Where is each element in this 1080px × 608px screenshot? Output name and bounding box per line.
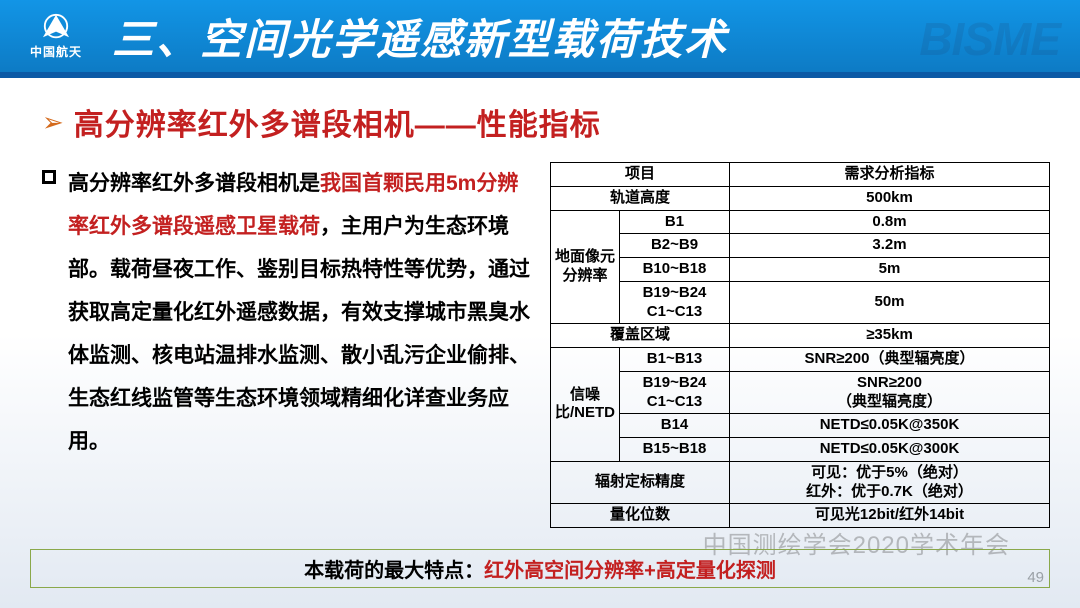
arrow-icon: ➢ [42,107,64,138]
slide-title: 三、空间光学遥感新型载荷技术 [112,6,728,67]
cell-value: 500km [730,186,1050,210]
slide: 中国航天 三、空间光学遥感新型载荷技术 BISME ➢ 高分辨率红外多谱段相机—… [0,0,1080,608]
col-header-item: 项目 [551,163,730,187]
table-row: 信噪比/NETD B1~B13 SNR≥200（典型辐亮度） [551,348,1050,372]
cell-value: SNR≥200（典型辐亮度） [730,348,1050,372]
table-row: B19~B24C1~C13 SNR≥200（典型辐亮度） [551,371,1050,414]
cell-value: 5m [730,258,1050,282]
cell-band: B19~B24C1~C13 [620,281,730,324]
table-row: 地面像元分辨率 B1 0.8m [551,210,1050,234]
table-row: 辐射定标精度 可见：优于5%（绝对）红外：优于0.7K（绝对） [551,461,1050,504]
title-underline [0,72,1080,78]
cell-band: B1 [620,210,730,234]
cell-value: ≥35km [730,324,1050,348]
table-header-row: 项目 需求分析指标 [551,163,1050,187]
cell-band: B15~B18 [620,438,730,462]
cell-band: B14 [620,414,730,438]
para-text-2: ，主用户为生态环境部。载荷昼夜工作、鉴别目标热特性等优势，通过获取高定量化红外遥… [68,215,530,453]
cell-value: 3.2m [730,234,1050,258]
cell-band: B2~B9 [620,234,730,258]
page-number: 49 [1027,569,1044,586]
content: 高分辨率红外多谱段相机是我国首颗民用5m分辨率红外多谱段遥感卫星载荷，主用户为生… [0,162,1080,528]
logo-text: 中国航天 [30,43,82,60]
cell-value: SNR≥200（典型辐亮度） [730,371,1050,414]
footer-box: 本载荷的最大特点：红外高空间分辨率+高定量化探测 [30,549,1050,588]
cell-value: 可见：优于5%（绝对）红外：优于0.7K（绝对） [730,461,1050,504]
spec-table: 项目 需求分析指标 轨道高度 500km 地面像元分辨率 B1 0.8m B2~… [550,162,1050,528]
cell-band: B10~B18 [620,258,730,282]
footer-red: 红外高空间分辨率+高定量化探测 [484,560,776,582]
cell-value: 可见光12bit/红外14bit [730,504,1050,528]
watermark: BISME [919,12,1060,66]
logo-icon [37,13,75,41]
cell-value: 0.8m [730,210,1050,234]
cell-label: 轨道高度 [551,186,730,210]
subtitle-row: ➢ 高分辨率红外多谱段相机——性能指标 [42,100,1080,144]
para-text-1: 高分辨率红外多谱段相机是 [68,172,320,195]
subtitle: 高分辨率红外多谱段相机——性能指标 [74,100,601,144]
left-column: 高分辨率红外多谱段相机是我国首颗民用5m分辨率红外多谱段遥感卫星载荷，主用户为生… [42,162,536,528]
table-row: B2~B9 3.2m [551,234,1050,258]
footer-black: 本载荷的最大特点： [304,560,484,582]
paragraph: 高分辨率红外多谱段相机是我国首颗民用5m分辨率红外多谱段遥感卫星载荷，主用户为生… [68,162,536,463]
table-row: B14 NETD≤0.05K@350K [551,414,1050,438]
col-header-value: 需求分析指标 [730,163,1050,187]
cell-value: NETD≤0.05K@300K [730,438,1050,462]
square-bullet-icon [42,170,56,184]
table-row: 覆盖区域 ≥35km [551,324,1050,348]
table-row: 轨道高度 500km [551,186,1050,210]
table-row: B15~B18 NETD≤0.05K@300K [551,438,1050,462]
right-column: 项目 需求分析指标 轨道高度 500km 地面像元分辨率 B1 0.8m B2~… [550,162,1050,528]
cell-band: B19~B24C1~C13 [620,371,730,414]
cell-label: 辐射定标精度 [551,461,730,504]
cell-value: 50m [730,281,1050,324]
logo: 中国航天 [30,13,82,60]
cell-label: 地面像元分辨率 [551,210,620,324]
table-row: B19~B24C1~C13 50m [551,281,1050,324]
cell-value: NETD≤0.05K@350K [730,414,1050,438]
paragraph-row: 高分辨率红外多谱段相机是我国首颗民用5m分辨率红外多谱段遥感卫星载荷，主用户为生… [42,162,536,463]
cell-band: B1~B13 [620,348,730,372]
table-row: B10~B18 5m [551,258,1050,282]
cell-label: 信噪比/NETD [551,348,620,462]
title-bar: 中国航天 三、空间光学遥感新型载荷技术 BISME [0,0,1080,72]
cell-label: 量化位数 [551,504,730,528]
table-row: 量化位数 可见光12bit/红外14bit [551,504,1050,528]
cell-label: 覆盖区域 [551,324,730,348]
